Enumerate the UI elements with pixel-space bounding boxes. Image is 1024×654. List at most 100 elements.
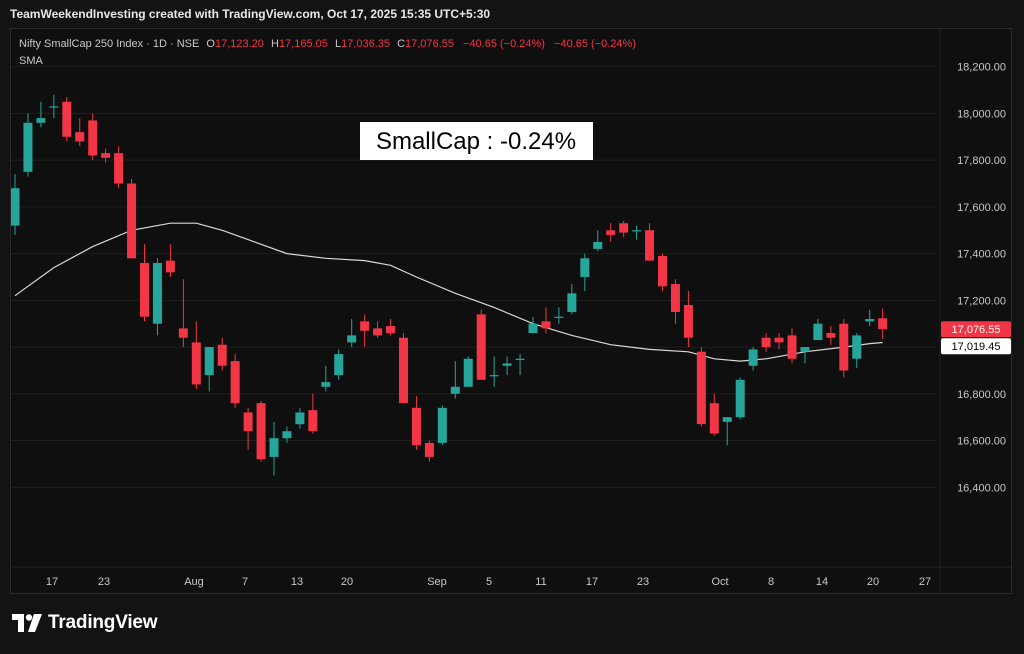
candle[interactable] (826, 326, 836, 345)
candle-body (127, 183, 137, 259)
candle[interactable] (399, 333, 408, 404)
candle-body (800, 347, 810, 352)
candle[interactable] (178, 279, 188, 348)
x-tick-label: 17 (586, 576, 598, 588)
candle[interactable] (191, 321, 201, 390)
candle[interactable] (295, 407, 305, 429)
candle[interactable] (735, 377, 745, 420)
y-tick-label: 16,600.00 (957, 436, 1006, 448)
candle[interactable] (386, 319, 396, 336)
candle[interactable] (75, 118, 85, 147)
legend-change-2: −40.65 (−0.24%) (554, 38, 636, 50)
candle[interactable] (308, 393, 318, 434)
tradingview-logo[interactable]: TradingView (12, 612, 158, 634)
candle[interactable] (152, 258, 162, 336)
candle[interactable] (256, 400, 266, 462)
candle-body (826, 333, 836, 338)
candle-body (761, 337, 771, 348)
candle-body (295, 412, 305, 425)
candle[interactable] (619, 220, 629, 238)
candle[interactable] (476, 309, 486, 380)
candle[interactable] (334, 349, 344, 380)
x-tick-label: 8 (768, 576, 774, 588)
legend-symbol: Nifty SmallCap 250 Index · 1D · NSE (19, 38, 199, 50)
y-tick-label: 18,200.00 (957, 62, 1006, 74)
attribution-text: TeamWeekendInvesting created with Tradin… (10, 7, 491, 21)
candle[interactable] (489, 356, 499, 387)
candle[interactable] (852, 333, 862, 369)
candle[interactable] (670, 279, 680, 324)
candle[interactable] (49, 94, 59, 119)
candle-body (373, 328, 383, 336)
y-tick-label: 17,200.00 (957, 295, 1006, 307)
candle[interactable] (800, 347, 810, 364)
candle[interactable] (554, 307, 564, 324)
candle[interactable] (230, 354, 240, 408)
candle[interactable] (839, 319, 849, 378)
candle[interactable] (567, 283, 577, 315)
candle-body (593, 241, 603, 249)
candle[interactable] (165, 244, 175, 277)
candle[interactable] (787, 328, 797, 364)
candle[interactable] (580, 253, 590, 291)
candle-body (321, 382, 331, 387)
candle[interactable] (101, 148, 111, 163)
candle[interactable] (683, 291, 693, 348)
candle-body (567, 293, 577, 313)
candle[interactable] (23, 113, 33, 177)
candle[interactable] (140, 244, 149, 322)
candlestick-chart[interactable]: 16,400.0016,600.0016,800.0017,000.0017,2… (11, 29, 1011, 593)
candle[interactable] (645, 223, 655, 261)
candle[interactable] (813, 319, 823, 341)
legend-low-label: L (335, 38, 341, 50)
candle-body (619, 223, 629, 233)
candle-body (748, 349, 758, 366)
candle-body (360, 321, 370, 331)
candle-body (541, 321, 551, 329)
candle[interactable] (282, 426, 292, 443)
candle[interactable] (515, 354, 525, 376)
candle-body (204, 347, 214, 376)
candle[interactable] (722, 417, 732, 446)
candle[interactable] (606, 223, 616, 242)
candle[interactable] (528, 316, 538, 334)
x-tick-label: 17 (46, 576, 58, 588)
candle[interactable] (424, 440, 434, 462)
candle[interactable] (437, 405, 447, 446)
candle[interactable] (502, 356, 512, 376)
candle[interactable] (36, 101, 46, 128)
candle[interactable] (321, 365, 331, 392)
candle[interactable] (88, 113, 98, 161)
candle[interactable] (11, 174, 20, 235)
candle[interactable] (114, 146, 124, 189)
candle-body (256, 403, 266, 460)
candle-body (11, 188, 20, 226)
candle[interactable] (62, 97, 72, 142)
candle[interactable] (658, 253, 667, 291)
candle[interactable] (243, 407, 253, 450)
candle[interactable] (127, 178, 137, 259)
candle[interactable] (360, 314, 370, 348)
y-tick-label: 18,000.00 (957, 108, 1006, 120)
candle[interactable] (269, 421, 279, 476)
candle-body (696, 351, 706, 425)
candle[interactable] (463, 356, 473, 387)
candle[interactable] (774, 333, 784, 350)
candle[interactable] (865, 309, 875, 327)
candle[interactable] (450, 361, 460, 399)
candle[interactable] (217, 337, 227, 371)
candle[interactable] (373, 321, 383, 338)
candle[interactable] (411, 396, 421, 450)
candle[interactable] (709, 393, 719, 436)
candle[interactable] (347, 319, 357, 348)
x-tick-label: 27 (919, 576, 931, 588)
candle[interactable] (593, 230, 603, 252)
candle[interactable] (748, 347, 758, 371)
candle[interactable] (878, 308, 888, 339)
chart-frame[interactable]: 16,400.0016,600.0016,800.0017,000.0017,2… (10, 28, 1012, 594)
candle[interactable] (696, 347, 706, 427)
candle[interactable] (541, 307, 551, 334)
candle[interactable] (204, 347, 214, 392)
candle[interactable] (761, 333, 771, 352)
candle[interactable] (632, 225, 642, 240)
